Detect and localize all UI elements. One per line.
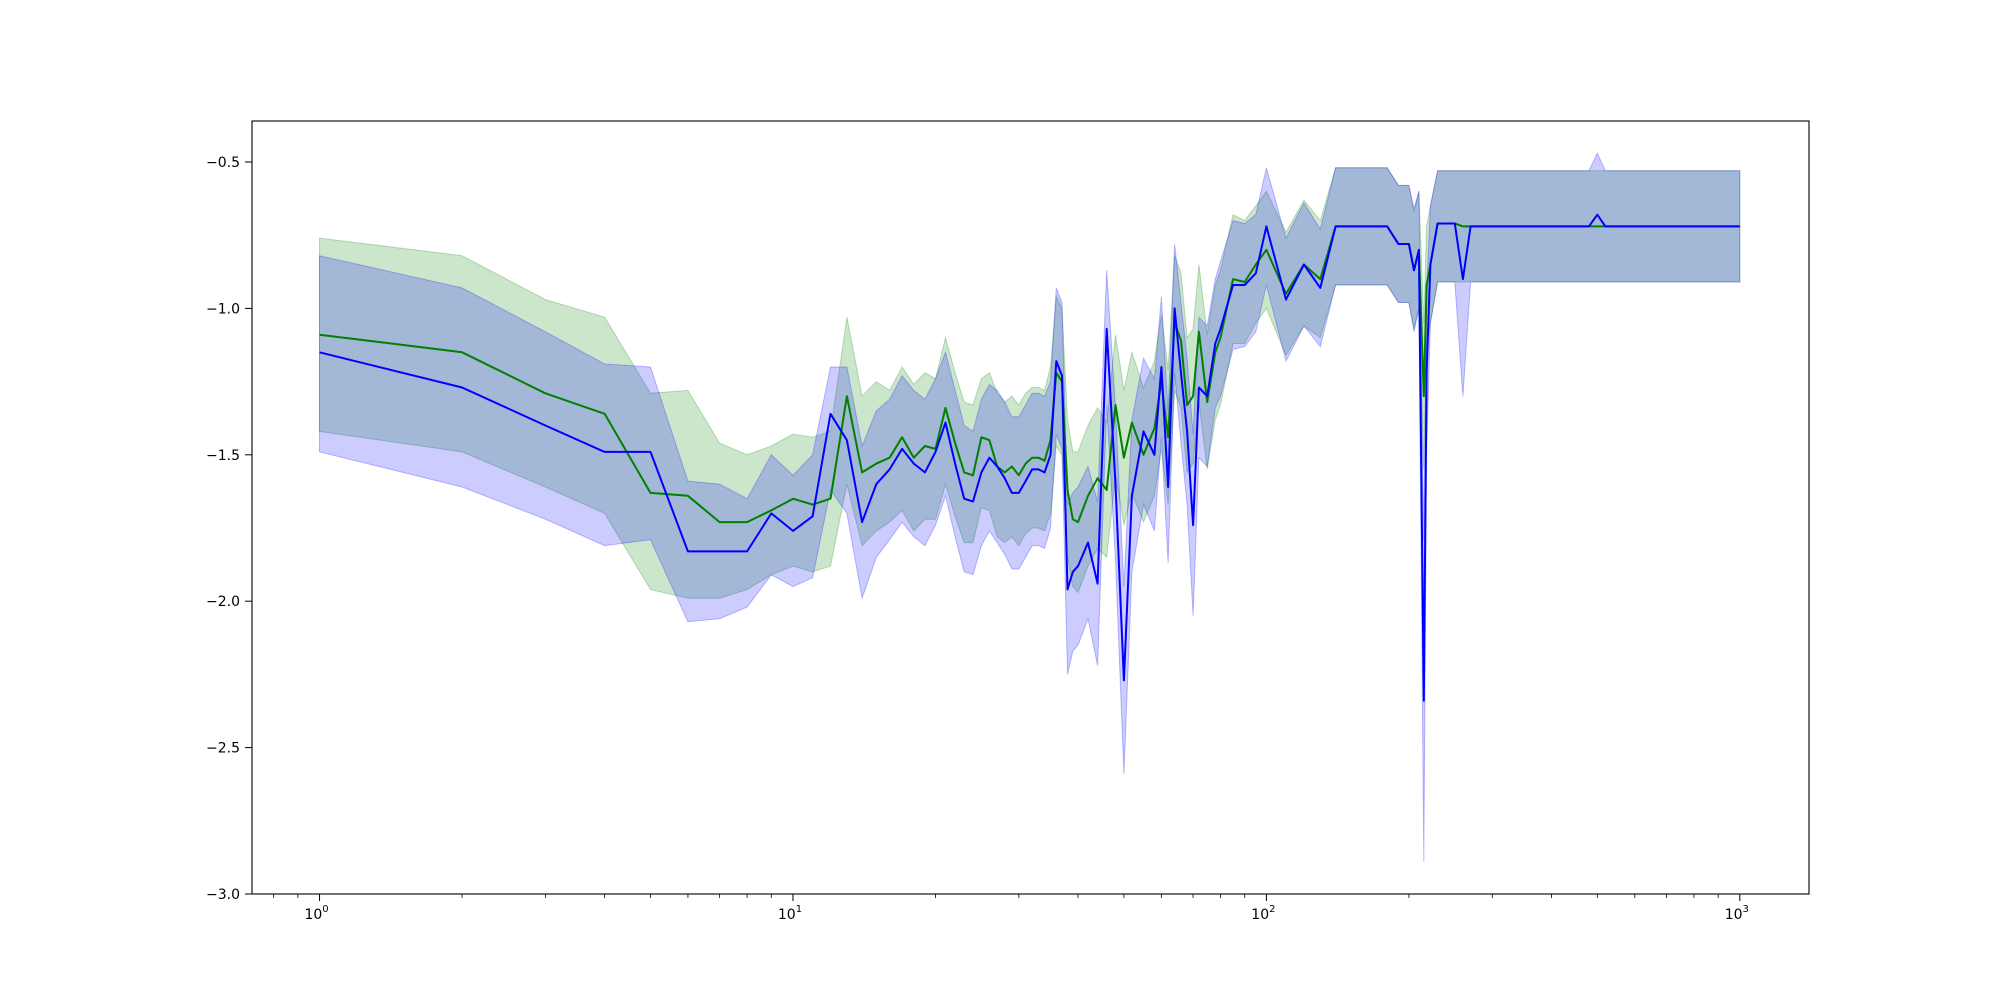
y-tick-label: −2.5 [206,741,240,757]
confidence-bands [319,152,1741,862]
x-tick-label: 101 [778,904,802,923]
y-tick-label: −2.0 [206,594,240,610]
y-tick-label: −3.0 [206,887,240,903]
y-axis: −0.5 −1.0 −1.5 −2.0 −2.5 −3.0 [206,155,252,903]
series-2-band [319,152,1741,862]
series-1-band [319,167,1741,599]
y-tick-label: −1.5 [206,448,240,464]
x-tick-label: 103 [1725,904,1749,923]
x-tick-label: 102 [1251,904,1275,923]
y-tick-label: −1.0 [206,301,240,317]
x-tick-label: 100 [304,904,328,923]
series-2-line [319,213,1740,702]
x-axis: 100 101 102 103 [273,894,1749,923]
plot-frame [251,120,1810,895]
series-lines [319,213,1740,702]
y-tick-label: −0.5 [206,155,240,171]
